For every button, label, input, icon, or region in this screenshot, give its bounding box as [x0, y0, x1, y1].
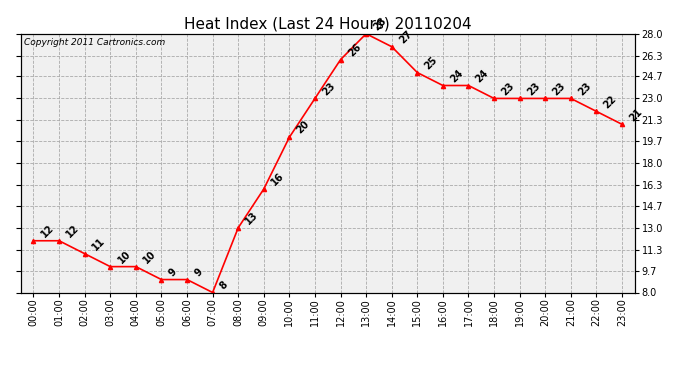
- Text: 28: 28: [372, 16, 388, 32]
- Text: 9: 9: [193, 266, 204, 278]
- Text: 11: 11: [90, 236, 107, 252]
- Text: 12: 12: [39, 223, 56, 239]
- Text: 16: 16: [269, 171, 286, 188]
- Text: 23: 23: [321, 80, 337, 97]
- Text: 21: 21: [628, 106, 644, 123]
- Text: 22: 22: [602, 93, 619, 110]
- Text: 24: 24: [448, 68, 465, 84]
- Text: Copyright 2011 Cartronics.com: Copyright 2011 Cartronics.com: [23, 38, 165, 46]
- Text: 9: 9: [167, 266, 179, 278]
- Text: 25: 25: [423, 54, 440, 71]
- Text: 23: 23: [500, 80, 516, 97]
- Text: 10: 10: [141, 249, 158, 265]
- Text: 23: 23: [551, 80, 567, 97]
- Title: Heat Index (Last 24 Hours) 20110204: Heat Index (Last 24 Hours) 20110204: [184, 16, 471, 31]
- Text: 10: 10: [116, 249, 132, 265]
- Text: 26: 26: [346, 42, 363, 58]
- Text: 13: 13: [244, 210, 260, 226]
- Text: 20: 20: [295, 119, 312, 136]
- Text: 27: 27: [397, 28, 414, 45]
- Text: 24: 24: [474, 68, 491, 84]
- Text: 23: 23: [525, 80, 542, 97]
- Text: 8: 8: [218, 279, 230, 291]
- Text: 12: 12: [65, 223, 81, 239]
- Text: 23: 23: [576, 80, 593, 97]
